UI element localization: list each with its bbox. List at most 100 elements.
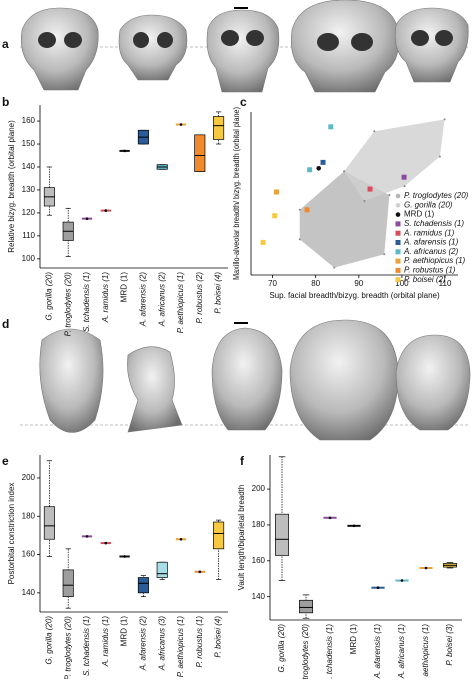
point xyxy=(328,124,334,130)
y-tick-label: 180 xyxy=(22,511,36,520)
value-dot xyxy=(85,535,89,538)
y-tick-label: 160 xyxy=(22,116,36,125)
point xyxy=(438,155,441,158)
point xyxy=(307,167,313,173)
legend-label: P. troglodytes (20) xyxy=(404,191,469,200)
box xyxy=(213,116,225,140)
legend-marker xyxy=(395,267,401,273)
x-tick-label: P. robustus (1) xyxy=(195,616,204,668)
value-dot xyxy=(104,209,108,212)
point xyxy=(298,238,301,241)
point xyxy=(443,118,446,121)
box xyxy=(62,569,74,598)
x-tick-label: 70 xyxy=(268,279,277,288)
x-tick-label: A. afarensis (1) xyxy=(373,624,382,679)
box xyxy=(194,134,206,172)
point xyxy=(383,253,386,256)
panel-label: c xyxy=(240,95,247,109)
point xyxy=(320,159,326,165)
value-dot xyxy=(328,516,332,520)
panel-label: d xyxy=(2,317,9,331)
y-tick-label: 120 xyxy=(22,208,36,217)
x-tick-label: P. troglodytes (20) xyxy=(63,272,72,337)
value-dot xyxy=(123,555,126,558)
x-tick-label: P. troglodytes (20) xyxy=(301,624,310,679)
legend-label: P. robustus (1) xyxy=(404,266,456,275)
value-dot xyxy=(179,123,183,126)
point xyxy=(298,208,301,211)
x-tick-label: A. africanus (3) xyxy=(157,616,166,672)
legend-marker xyxy=(395,230,401,236)
panel-label: a xyxy=(2,37,9,51)
legend-label: P. aethiopicus (1) xyxy=(404,256,466,265)
y-axis-label: Postorbital constriction index xyxy=(7,483,16,585)
x-tick-label: G. gorilla (20) xyxy=(45,616,54,665)
point xyxy=(388,193,391,196)
y-tick-label: 160 xyxy=(252,556,266,565)
panel-label: f xyxy=(240,454,245,468)
legend-marker xyxy=(395,203,401,208)
x-tick-label: P. boisei (4) xyxy=(214,616,223,658)
value-dot xyxy=(424,566,428,570)
box xyxy=(299,599,313,614)
x-tick-label: P. aethiopicus (1) xyxy=(176,616,185,678)
legend-label: A. ramidus (1) xyxy=(403,228,455,237)
value-dot xyxy=(123,149,126,153)
x-tick-label: S. tchadensis (1) xyxy=(325,624,334,679)
value-dot xyxy=(400,579,404,582)
x-tick-label: A. ramidus (1) xyxy=(101,272,110,324)
legend-label: P. boisei (2) xyxy=(404,275,446,284)
x-tick-label: MRD (1) xyxy=(349,624,358,655)
x-tick-label: P. aethiopicus (1) xyxy=(421,624,430,679)
point xyxy=(367,186,373,192)
x-tick-label: A. ramidus (1) xyxy=(101,616,110,668)
x-tick-label: P. aethiopicus (1) xyxy=(176,272,185,334)
x-tick-label: A. afarensis (2) xyxy=(139,272,148,328)
x-tick-label: A. afarensis (2) xyxy=(139,616,148,672)
legend-marker xyxy=(395,249,401,255)
panel-label: e xyxy=(2,454,9,468)
panel-label: b xyxy=(2,95,9,109)
legend-label: A. afarensis (1) xyxy=(403,238,459,247)
y-tick-label: 150 xyxy=(22,139,36,148)
legend-label: A. africanus (2) xyxy=(403,247,459,256)
value-dot xyxy=(352,524,356,528)
point xyxy=(373,130,376,133)
box xyxy=(156,561,168,578)
legend-label: S. tchadensis (1) xyxy=(404,219,464,228)
x-tick-label: P. troglodytes (20) xyxy=(63,616,72,679)
value-dot xyxy=(376,586,380,590)
x-tick-label: G. gorilla (20) xyxy=(45,272,54,321)
x-tick-label: P. boisei (4) xyxy=(214,272,223,314)
x-tick-label: P. robustus (2) xyxy=(195,272,204,324)
box xyxy=(275,513,289,556)
value-dot xyxy=(85,217,89,220)
legend-marker xyxy=(395,240,401,245)
y-tick-label: 180 xyxy=(252,520,266,529)
box xyxy=(43,506,55,540)
box xyxy=(213,521,225,550)
point xyxy=(333,266,336,269)
x-tick-label: MRD (1) xyxy=(120,272,129,303)
x-axis-label: Sup. facial breadth/bizyg. breadth (orbi… xyxy=(269,291,440,300)
x-tick-label: S. tchadensis (1) xyxy=(82,616,91,676)
point xyxy=(260,239,266,245)
skull-photos-d xyxy=(20,319,471,441)
y-tick-label: 110 xyxy=(22,231,35,240)
hull xyxy=(344,119,445,201)
x-tick-label: 90 xyxy=(354,279,363,288)
y-tick-label: 140 xyxy=(22,588,36,597)
x-tick-label: P. boisei (3) xyxy=(445,624,454,666)
point xyxy=(401,174,407,180)
x-tick-label: 80 xyxy=(311,279,320,288)
y-tick-label: 140 xyxy=(252,592,266,601)
point xyxy=(273,189,279,195)
value-dot xyxy=(179,537,183,541)
y-tick-label: 160 xyxy=(22,550,36,559)
value-dot xyxy=(104,541,108,545)
point xyxy=(316,166,322,171)
x-tick-label: A. africanus (2) xyxy=(157,272,166,328)
legend-marker xyxy=(395,277,401,283)
y-axis-label: Maxillo-alveolar breadth/ bizyg. breadth… xyxy=(232,107,241,280)
x-tick-label: S. tchadensis (1) xyxy=(82,272,91,332)
